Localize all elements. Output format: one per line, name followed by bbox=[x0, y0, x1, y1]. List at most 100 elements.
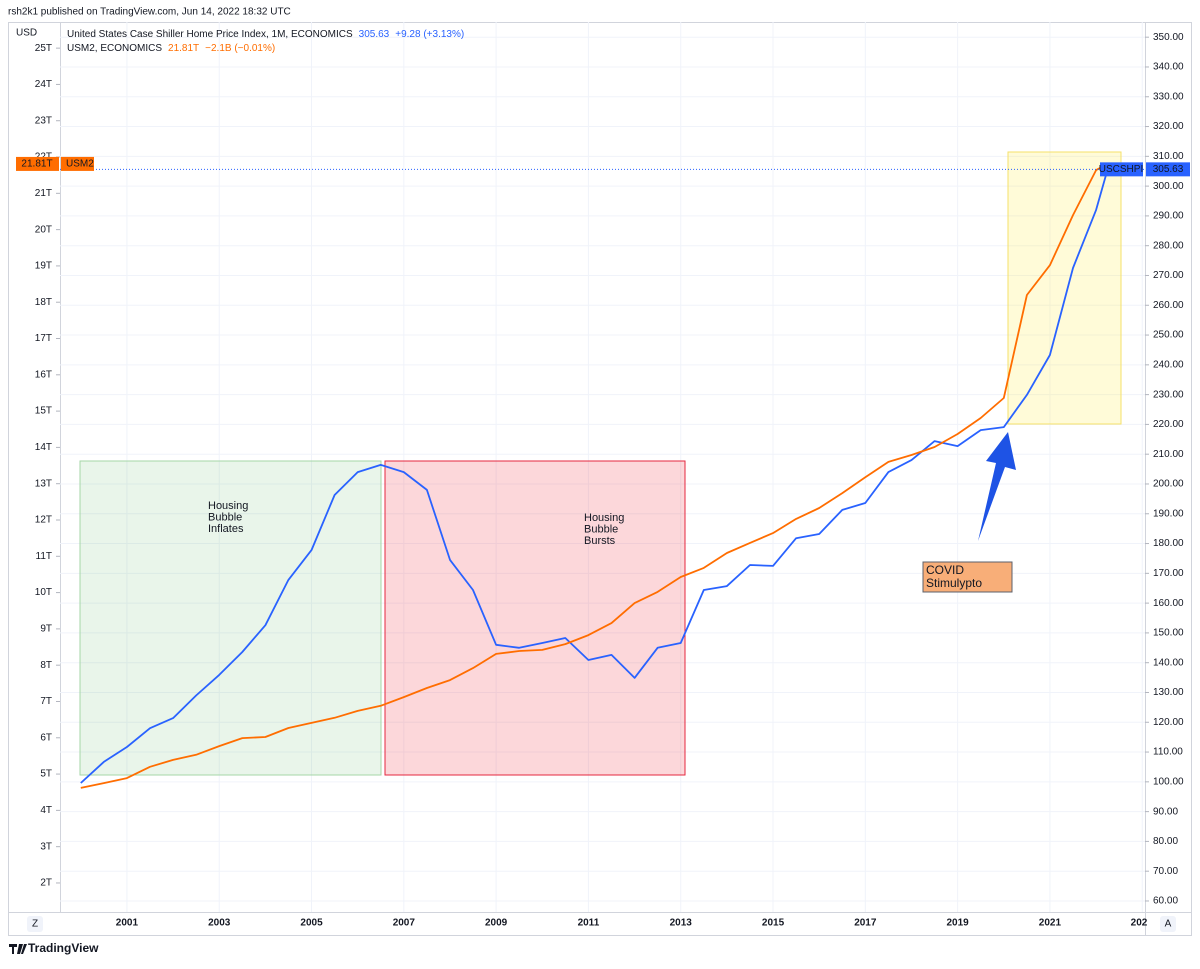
y-tick-label: 17T bbox=[35, 333, 52, 344]
y2-tick-label: 330.00 bbox=[1153, 91, 1184, 102]
y-tick-label: 3T bbox=[40, 841, 52, 852]
y2-tick-label: 350.00 bbox=[1153, 32, 1184, 43]
y-tick-label: 4T bbox=[40, 805, 52, 816]
legend-entry: United States Case Shiller Home Price In… bbox=[67, 29, 464, 40]
series-tag-box bbox=[1100, 162, 1143, 177]
zoom-button-label[interactable]: Z bbox=[32, 919, 38, 930]
y-tick-label: 15T bbox=[35, 406, 52, 417]
y-tick-label: 8T bbox=[40, 660, 52, 671]
x-tick-label: 202 bbox=[1131, 918, 1148, 929]
y2-tick-label: 240.00 bbox=[1153, 359, 1184, 370]
covid-arrow bbox=[978, 432, 1016, 541]
annotation-text: Bubble bbox=[208, 511, 242, 523]
legend-entry: USM2, ECONOMICS 21.81T −2.1B (−0.01%) bbox=[67, 43, 275, 54]
y2-tick-label: 260.00 bbox=[1153, 300, 1184, 311]
y-tick-label: 18T bbox=[35, 297, 52, 308]
price-tag-box bbox=[1146, 162, 1190, 177]
y2-tick-label: 150.00 bbox=[1153, 628, 1184, 639]
x-tick-label: 2015 bbox=[762, 918, 785, 929]
y-tick-label: 5T bbox=[40, 769, 52, 780]
legend-name: United States Case Shiller Home Price In… bbox=[67, 29, 353, 40]
y-tick-label: 24T bbox=[35, 79, 52, 90]
y2-tick-label: 220.00 bbox=[1153, 419, 1184, 430]
legend-change: −2.1B (−0.01%) bbox=[205, 43, 275, 54]
annotations bbox=[79, 151, 1122, 776]
y2-tick-label: 120.00 bbox=[1153, 717, 1184, 728]
series-line bbox=[80, 163, 1109, 789]
price-tag: 305.63 bbox=[1153, 164, 1184, 175]
x-tick-label: 2003 bbox=[208, 918, 231, 929]
chart-frame bbox=[8, 22, 1192, 936]
y2-tick-label: 210.00 bbox=[1153, 449, 1184, 460]
x-tick-label: 2007 bbox=[393, 918, 416, 929]
x-tick-label: 2019 bbox=[947, 918, 970, 929]
x-tick-label: 2009 bbox=[485, 918, 508, 929]
annotation-box bbox=[384, 460, 686, 776]
footer-brand: TradingView bbox=[28, 941, 99, 955]
x-tick-label: 2017 bbox=[854, 918, 877, 929]
series-tag: USM2 bbox=[66, 159, 94, 170]
y2-tick-label: 80.00 bbox=[1153, 836, 1178, 847]
axes: 2001 2003 2005 2007 2009 2011 2013 2015 2017 2019… bbox=[35, 32, 1184, 929]
y2-tick-label: 230.00 bbox=[1153, 389, 1184, 400]
annotation-text: Bursts bbox=[584, 535, 616, 547]
series-tag-box bbox=[61, 156, 94, 171]
annotation-text: Inflates bbox=[208, 523, 244, 535]
y-tick-label: 25T bbox=[35, 43, 52, 54]
y-tick-label: 2T bbox=[40, 878, 52, 889]
y2-tick-label: 160.00 bbox=[1153, 598, 1184, 609]
x-tick-label: 2005 bbox=[300, 918, 323, 929]
y2-tick-label: 190.00 bbox=[1153, 508, 1184, 519]
annotation-box bbox=[79, 460, 382, 776]
legend-last-value: 21.81T bbox=[168, 43, 199, 54]
y-tick-label: 6T bbox=[40, 732, 52, 743]
y-tick-label: 23T bbox=[35, 115, 52, 126]
plot bbox=[60, 163, 1145, 789]
annotation-text: COVID bbox=[926, 563, 964, 577]
annotation-text: Housing bbox=[584, 512, 624, 524]
y2-tick-label: 310.00 bbox=[1153, 151, 1184, 162]
legend-name: USM2, ECONOMICS bbox=[67, 43, 162, 54]
y2-tick-label: 280.00 bbox=[1153, 240, 1184, 251]
legend-change: +9.28 (+3.13%) bbox=[395, 29, 464, 40]
y-tick-label: 7T bbox=[40, 696, 52, 707]
annotation-text: Housing bbox=[208, 500, 248, 512]
y-tick-label: 16T bbox=[35, 369, 52, 380]
y-tick-label: 13T bbox=[35, 478, 52, 489]
y2-tick-label: 180.00 bbox=[1153, 538, 1184, 549]
y2-tick-label: 340.00 bbox=[1153, 62, 1184, 73]
series-line bbox=[80, 169, 1109, 784]
y2-tick-label: 60.00 bbox=[1153, 896, 1178, 907]
x-tick-label: 2021 bbox=[1039, 918, 1062, 929]
price-tag: 21.81T bbox=[21, 159, 52, 170]
y-tick-label: 12T bbox=[35, 515, 52, 526]
y2-tick-label: 320.00 bbox=[1153, 121, 1184, 132]
y2-tick-label: 100.00 bbox=[1153, 776, 1184, 787]
y2-tick-label: 270.00 bbox=[1153, 270, 1184, 281]
price-tag-box bbox=[16, 156, 59, 171]
y-tick-label: 20T bbox=[35, 224, 52, 235]
x-tick-label: 2013 bbox=[670, 918, 693, 929]
y2-tick-label: 70.00 bbox=[1153, 866, 1178, 877]
x-tick-label: 2011 bbox=[578, 918, 600, 929]
y2-tick-label: 200.00 bbox=[1153, 479, 1184, 490]
header: rsh2k1 published on TradingView.com, Jun… bbox=[8, 7, 291, 18]
y2-tick-label: 90.00 bbox=[1153, 806, 1178, 817]
y-tick-label: 11T bbox=[36, 551, 53, 562]
auto-button[interactable] bbox=[1160, 916, 1176, 932]
y2-tick-label: 110.00 bbox=[1153, 747, 1183, 758]
legend-last-value: 305.63 bbox=[359, 29, 390, 40]
auto-scale-button[interactable] bbox=[27, 916, 43, 932]
annotation-text: Bubble bbox=[584, 523, 618, 535]
grid bbox=[60, 22, 1145, 912]
y-tick-label: 14T bbox=[35, 442, 52, 453]
y-tick-label: 19T bbox=[35, 261, 52, 272]
covid-label-box bbox=[922, 561, 1013, 593]
y2-tick-label: 250.00 bbox=[1153, 330, 1184, 341]
y-axis-unit: USD bbox=[16, 28, 37, 39]
series-tag: USCSHPI bbox=[1099, 164, 1143, 175]
y-tick-label: 21T bbox=[35, 188, 52, 199]
annotation-box bbox=[1007, 151, 1122, 425]
auto-button-label[interactable]: A bbox=[1165, 919, 1172, 930]
